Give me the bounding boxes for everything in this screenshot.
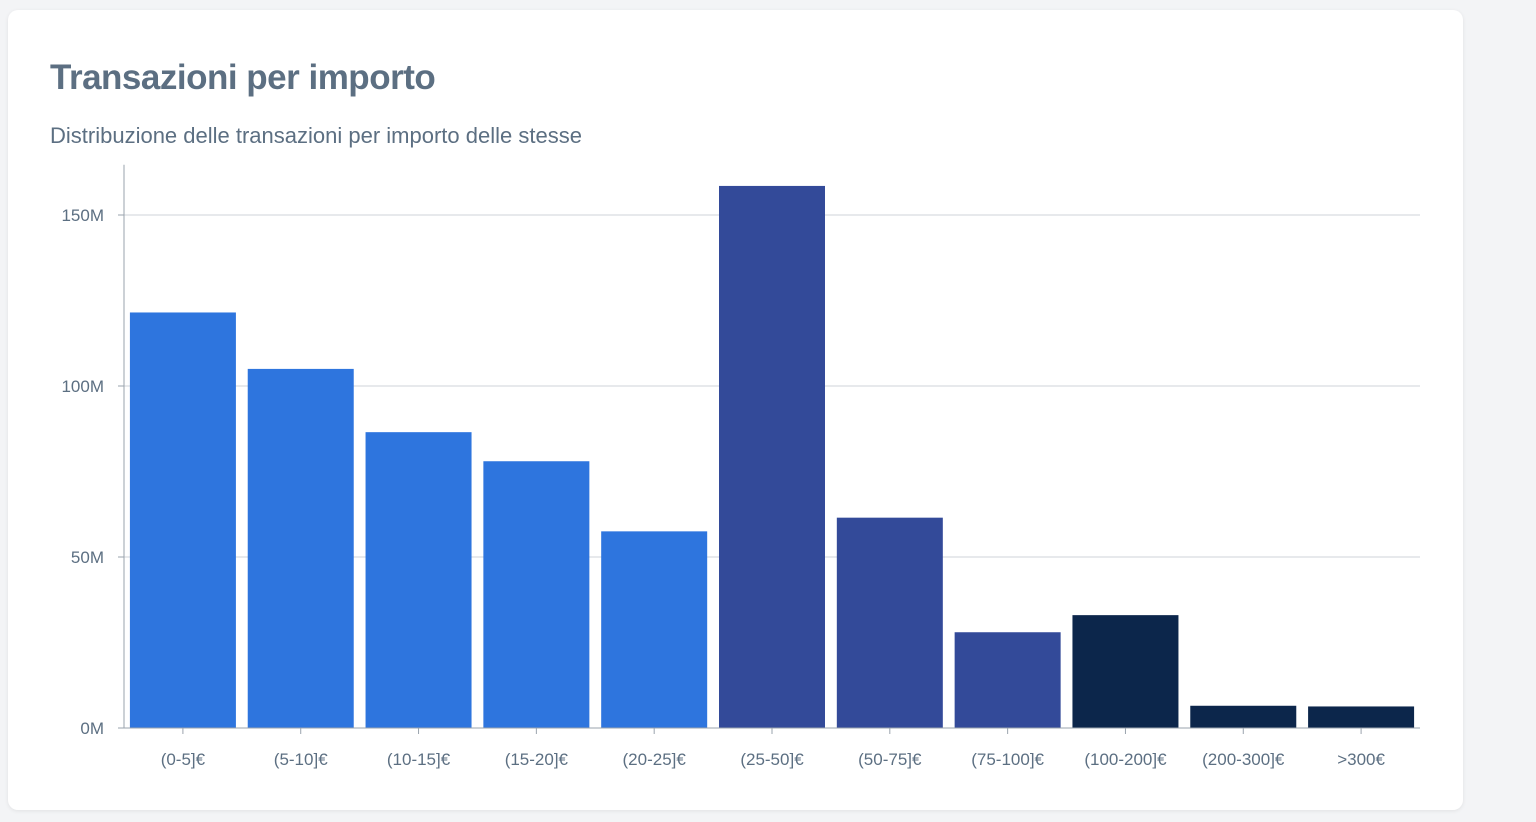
x-tick-label: (100-200]€ bbox=[1084, 750, 1167, 769]
bar bbox=[247, 368, 354, 728]
x-tick-label: (10-15]€ bbox=[387, 750, 451, 769]
bar bbox=[954, 632, 1061, 728]
y-tick-label: 50M bbox=[71, 548, 104, 567]
y-tick-label: 150M bbox=[61, 206, 104, 225]
x-tick-label: (25-50]€ bbox=[740, 750, 804, 769]
bar bbox=[836, 517, 943, 728]
y-tick-label: 100M bbox=[61, 377, 104, 396]
bar bbox=[601, 531, 708, 728]
chart-subtitle: Distribuzione delle transazioni per impo… bbox=[50, 123, 582, 148]
x-tick-label: (20-25]€ bbox=[623, 750, 687, 769]
x-tick-label: (50-75]€ bbox=[858, 750, 922, 769]
bar bbox=[1072, 615, 1179, 728]
x-tick-label: >300€ bbox=[1337, 750, 1385, 769]
bar bbox=[719, 185, 825, 728]
chart-card: Transazioni per importo Distribuzione de… bbox=[8, 10, 1463, 810]
x-tick-label: (200-300]€ bbox=[1202, 750, 1285, 769]
bar bbox=[365, 432, 472, 728]
bar bbox=[483, 461, 590, 728]
bar bbox=[129, 312, 236, 728]
bar bbox=[1190, 705, 1297, 728]
x-tick-label: (75-100]€ bbox=[971, 750, 1044, 769]
bar-chart: 0M 50M 100M 150M (0-5]€ (5-10]€ (10-15]€ (15-20… bbox=[61, 164, 1420, 769]
x-tick-label: (0-5]€ bbox=[161, 750, 206, 769]
chart-title: Transazioni per importo bbox=[50, 58, 436, 97]
x-tick-label: (15-20]€ bbox=[505, 750, 569, 769]
x-tick-label: (5-10]€ bbox=[274, 750, 328, 769]
y-tick-label: 0M bbox=[80, 719, 104, 738]
bar bbox=[1308, 706, 1415, 728]
